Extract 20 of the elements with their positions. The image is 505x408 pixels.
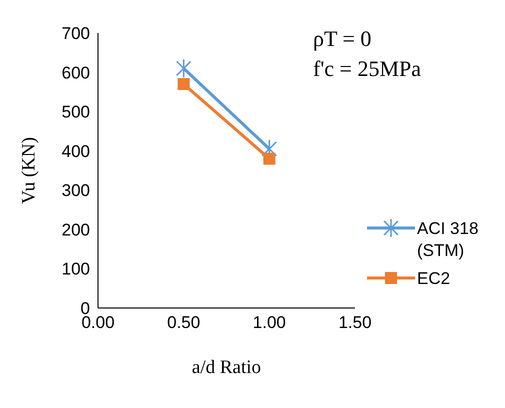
y-tick-label: 500	[62, 102, 90, 122]
annotation: f'c = 25MPa	[313, 56, 422, 82]
x-tick-label: 1.50	[338, 313, 372, 332]
x-tick-label: 0.50	[167, 313, 200, 332]
x-axis-title: a/d Ratio	[192, 357, 262, 378]
y-tick-label: 700	[62, 24, 90, 44]
y-tick-label: 600	[62, 63, 90, 82]
annotation: ρT = 0	[313, 26, 372, 52]
legend-label: EC2	[417, 268, 452, 290]
legend-label: ACI 318 (STM)	[417, 218, 480, 262]
point	[176, 58, 192, 78]
y-tick-label: 400	[62, 142, 90, 161]
x-tick-label: 1.00	[252, 313, 286, 332]
point	[178, 78, 190, 90]
y-tick-label: 200	[62, 220, 90, 240]
x-tick-label: 0.00	[81, 313, 115, 332]
y-axis-title: Vu (KN)	[18, 137, 40, 204]
point	[263, 152, 276, 165]
y-tick-label: 100	[62, 260, 90, 279]
y-tick-label: 300	[62, 181, 90, 200]
